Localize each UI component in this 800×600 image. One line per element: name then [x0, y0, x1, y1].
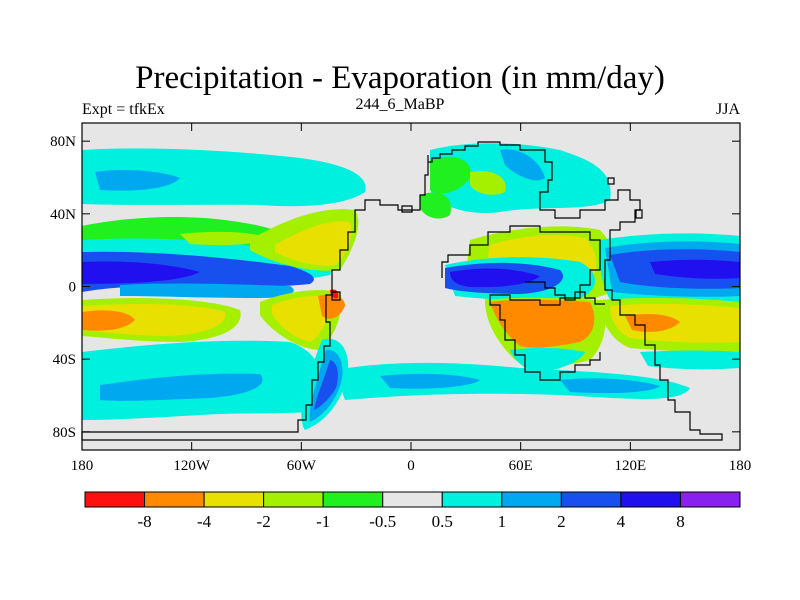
- lon-tick-label: 120W: [173, 458, 211, 474]
- pangea-coastline: [81, 141, 723, 441]
- contour-se-pacific-yellow: [272, 296, 331, 342]
- colorbar-label: -2: [257, 512, 271, 531]
- lon-tick-label: 180: [71, 458, 94, 474]
- contour-pacific-lightgreen: [180, 231, 270, 246]
- lat-tick-label: 40N: [50, 207, 76, 223]
- lon-tick-label: 60W: [287, 458, 317, 474]
- lat-tick-label: 80S: [53, 425, 76, 441]
- contour-europe-green: [420, 192, 451, 219]
- colorbar-label: -1: [316, 512, 330, 531]
- colorbar-swatch: [203, 491, 265, 508]
- contour-south-atlantic-blue: [380, 373, 480, 389]
- colorbar-swatch: [263, 491, 324, 508]
- contour-pacific-deepblue: [82, 261, 200, 284]
- small-island-3: [635, 209, 643, 219]
- small-island-4: [331, 291, 341, 301]
- contour-north-pacific-blue: [95, 170, 180, 191]
- colorbar-label: 1: [498, 512, 507, 531]
- contour-west-coast-darkblue: [314, 360, 338, 410]
- colorbar-swatch: [620, 491, 681, 508]
- colorbar-label: 0.5: [432, 512, 453, 531]
- tethys-inner-coast: [441, 225, 601, 381]
- colorbar-label: -4: [197, 512, 212, 531]
- contour-north-asia-green: [430, 156, 471, 194]
- map-plot-area: [82, 123, 740, 450]
- colorbar-swatch: [501, 491, 562, 508]
- colorbar-label: 4: [617, 512, 626, 531]
- contour-tethys-deepblue: [450, 268, 540, 288]
- map-title: Precipitation - Evaporation (in mm/day): [135, 60, 665, 96]
- colorbar-swatch: [382, 491, 443, 508]
- colorbar-swatch: [441, 491, 503, 508]
- small-island-2: [607, 177, 615, 185]
- colorbar-swatch: [679, 491, 741, 508]
- contour-south-indian-blue: [560, 378, 660, 394]
- colorbar-label: -8: [137, 512, 151, 531]
- colorbar: -8 -4 -2 -1 -0.5 0.5 1 2 4 8: [84, 491, 741, 531]
- contour-south-east-cyan: [640, 350, 740, 370]
- contour-southern-ocean-blue: [100, 373, 263, 401]
- season-label: JJA: [715, 101, 740, 118]
- colorbar-label: -0.5: [369, 512, 396, 531]
- contour-pacific-midblue: [120, 283, 294, 298]
- lat-tick-label: 80N: [50, 134, 76, 150]
- small-island-1: [401, 205, 413, 213]
- contour-north-subtropic-yellow: [275, 221, 352, 266]
- contour-siberia-blue: [500, 149, 545, 181]
- contour-asia-lightgreen: [470, 170, 506, 195]
- colorbar-label: 2: [557, 512, 566, 531]
- lon-tick-label: 180: [729, 458, 752, 474]
- colorbar-swatch: [322, 491, 384, 508]
- colorbar-swatch: [560, 491, 622, 508]
- contour-south-east-orange: [625, 314, 680, 332]
- experiment-label: Expt = tfkEx: [82, 101, 165, 118]
- lat-tick-label: 40S: [53, 352, 76, 368]
- lon-tick-label: 0: [407, 458, 415, 474]
- contour-north-pacific-cyan: [82, 148, 366, 207]
- colorbar-label: 8: [676, 512, 685, 531]
- colorbar-swatch: [144, 491, 205, 508]
- continent-outline: [81, 141, 723, 441]
- contour-south-pacific-orange: [82, 310, 135, 331]
- period-label: 244_6_MaBP: [355, 96, 445, 113]
- contour-interior-south-cyan: [510, 347, 585, 372]
- axis-ticks: 80N 40N 0 40S 80S 180 120W 60W 0 60E 120E 180: [50, 123, 751, 474]
- contour-north-asia-cyan: [430, 143, 611, 214]
- contour-interior-south-orange: [490, 299, 595, 348]
- lon-tick-label: 60E: [509, 458, 533, 474]
- lon-tick-label: 120E: [614, 458, 646, 474]
- tethys-islands-coast: [525, 281, 605, 305]
- colorbar-swatch: [84, 491, 146, 508]
- lat-tick-label: 0: [69, 280, 77, 296]
- contour-panthalassa-east-deepblue: [650, 259, 740, 279]
